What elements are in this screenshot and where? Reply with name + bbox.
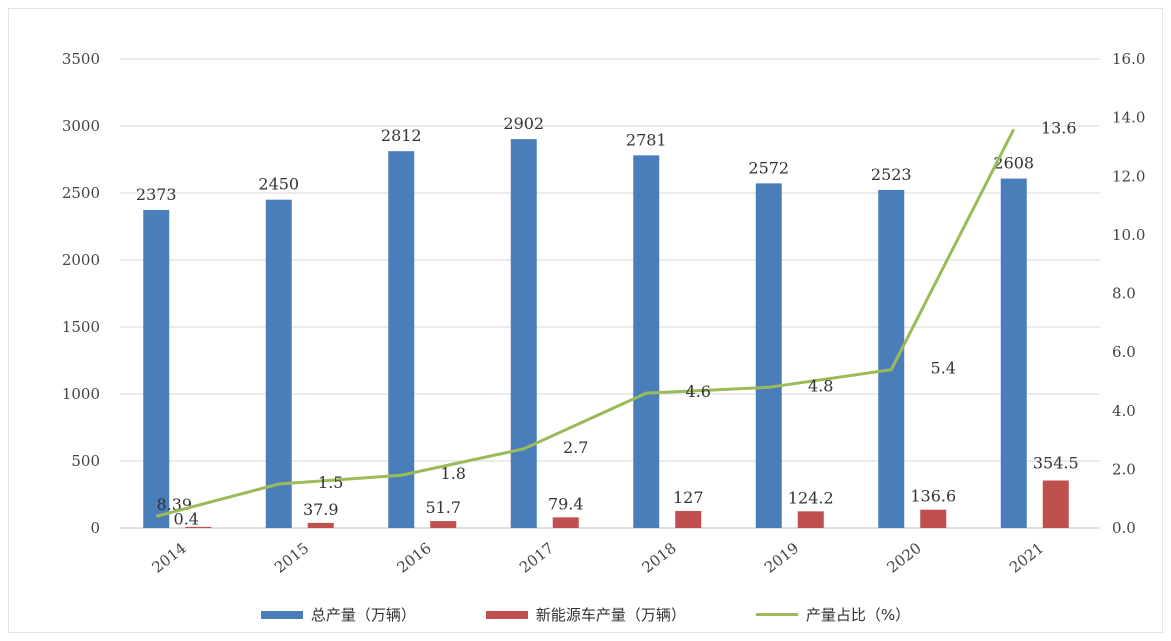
- bar-nev-production: [920, 509, 947, 528]
- y-left-tick-label: 3000: [62, 117, 100, 135]
- data-label-total: 2523: [871, 165, 912, 184]
- data-label-total: 2572: [748, 158, 789, 177]
- legend: 总产量（万辆） 新能源车产量（万辆） 产量占比（%）: [0, 604, 1171, 625]
- bar-nev-production: [552, 517, 579, 528]
- data-label-share: 13.6: [1041, 118, 1077, 137]
- bar-nev-production: [797, 511, 824, 528]
- legend-label-nev: 新能源车产量（万辆）: [535, 606, 686, 624]
- data-label-nev: 354.5: [1033, 453, 1079, 472]
- legend-item-share: 产量占比（%）: [755, 604, 911, 625]
- data-label-total: 2608: [993, 154, 1034, 173]
- y-left-tick-label: 1500: [62, 318, 100, 336]
- bar-total-production: [878, 189, 905, 528]
- x-tick-label: 2018: [639, 539, 680, 577]
- x-tick-label: 2019: [761, 539, 802, 577]
- y-right-tick-label: 16.0: [1112, 50, 1145, 68]
- line-production-share: [155, 128, 1016, 518]
- y-right-tick-label: 10.0: [1112, 226, 1145, 244]
- x-tick-label: 2014: [149, 539, 190, 577]
- legend-swatch-total: [260, 610, 303, 619]
- x-tick-label: 2016: [394, 539, 435, 577]
- legend-label-total: 总产量（万辆）: [310, 606, 416, 624]
- y-right-tick-label: 14.0: [1112, 109, 1145, 127]
- data-label-nev: 136.6: [910, 487, 956, 506]
- x-tick-label: 2017: [516, 539, 557, 577]
- bar-total-production: [265, 199, 292, 528]
- legend-label-share: 产量占比（%）: [805, 606, 911, 624]
- legend-item-total: 总产量（万辆）: [260, 604, 416, 625]
- data-label-total: 2373: [136, 185, 177, 204]
- y-left-tick-label: 3500: [62, 50, 100, 68]
- data-label-share: 2.7: [563, 438, 588, 457]
- bar-nev-production: [1042, 480, 1069, 528]
- data-label-nev: 37.9: [303, 500, 339, 519]
- bar-nev-production: [185, 526, 212, 528]
- data-label-share: 4.6: [686, 382, 711, 401]
- legend-swatch-nev: [485, 610, 528, 619]
- data-label-total: 2812: [381, 126, 422, 145]
- y-left-tick-label: 1000: [62, 385, 100, 403]
- data-label-share: 4.8: [808, 376, 833, 395]
- bar-total-production: [143, 210, 170, 528]
- data-label-total: 2902: [503, 114, 544, 133]
- bar-nev-production: [307, 522, 334, 528]
- x-tick-label: 2021: [1006, 539, 1047, 577]
- y-right-tick-label: 8.0: [1112, 285, 1136, 303]
- y-left-tick-label: 2500: [62, 184, 100, 202]
- data-label-total: 2781: [626, 130, 667, 149]
- data-label-share: 1.8: [441, 464, 466, 483]
- data-label-nev: 51.7: [425, 498, 461, 517]
- data-label-share: 0.4: [174, 509, 199, 528]
- x-tick-label: 2020: [884, 539, 925, 577]
- bar-total-production: [755, 183, 782, 529]
- legend-swatch-share: [755, 613, 798, 616]
- x-tick-label: 2015: [271, 539, 312, 577]
- data-label-nev: 124.2: [788, 488, 834, 507]
- data-label-share: 5.4: [931, 359, 956, 378]
- data-label-share: 1.5: [318, 473, 343, 492]
- bar-total-production: [388, 151, 415, 528]
- y-right-tick-label: 2.0: [1112, 460, 1136, 478]
- y-right-tick-label: 0.0: [1112, 519, 1136, 537]
- data-label-nev: 79.4: [548, 494, 584, 513]
- y-left-tick-label: 0: [90, 519, 100, 537]
- chart-frame: [8, 8, 1163, 633]
- y-left-tick-label: 2000: [62, 251, 100, 269]
- legend-item-nev: 新能源车产量（万辆）: [485, 604, 686, 625]
- y-left-tick-label: 500: [71, 452, 100, 470]
- bar-nev-production: [430, 521, 457, 528]
- y-right-tick-label: 12.0: [1112, 167, 1145, 185]
- bar-total-production: [1000, 178, 1027, 528]
- bar-total-production: [633, 155, 660, 528]
- y-right-tick-label: 6.0: [1112, 343, 1136, 361]
- data-label-nev: 127: [673, 488, 704, 507]
- bar-total-production: [510, 139, 537, 528]
- data-label-total: 2450: [258, 175, 299, 194]
- bar-nev-production: [675, 510, 702, 528]
- y-right-tick-label: 4.0: [1112, 402, 1136, 420]
